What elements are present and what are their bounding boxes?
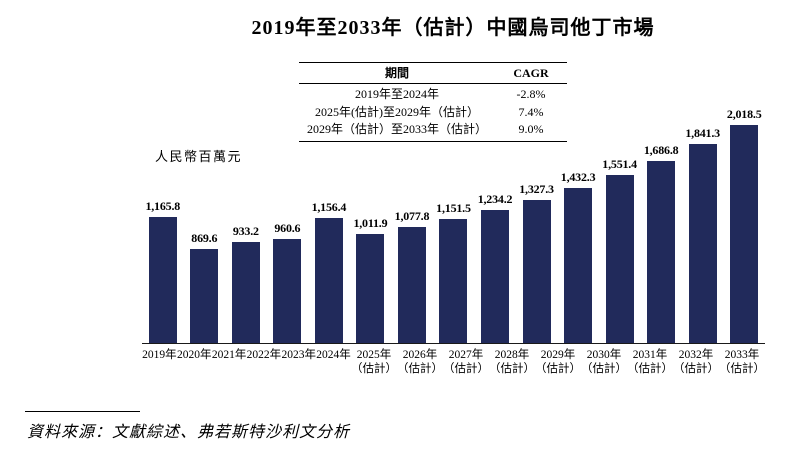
cagr-table: 期間 CAGR 2019年至2024年 -2.8% 2025年(估計)至2029… — [299, 62, 567, 142]
bar-value-label: 1,011.9 — [353, 215, 388, 230]
bar-slot: 1,841.3 — [682, 98, 724, 343]
bar-value-label: 2,018.5 — [726, 107, 762, 121]
bar — [564, 188, 593, 343]
bar-slot: 1,151.5 — [433, 98, 475, 343]
bar-value-label: 1,077.8 — [394, 208, 430, 223]
x-axis-label: 2030年 （估計） — [580, 349, 627, 375]
period-cell: 2025年(估計)至2029年（估計） — [315, 104, 479, 119]
x-axis-label: 2022年 — [246, 349, 282, 361]
bar — [730, 125, 759, 343]
bar-slot: 1,156.4 — [308, 98, 350, 343]
x-axis-label: 2029年 （估計） — [534, 349, 581, 375]
table-row: 2019年至2024年 -2.8% — [299, 84, 567, 103]
x-axis-label: 2024年 — [316, 349, 351, 361]
bar-value-label: 1,686.8 — [643, 142, 679, 157]
bar-value-label: 1,165.8 — [145, 199, 181, 214]
bar-value-label: 1,432.3 — [560, 170, 596, 185]
bar — [190, 249, 219, 343]
bar-slot: 2,018.5 — [723, 98, 765, 343]
bar-slot: 869.6 — [184, 98, 226, 343]
bar-slot: 1,686.8 — [640, 98, 682, 343]
x-axis-label: 2023年 — [281, 349, 316, 361]
cagr-table-header-row: 期間 CAGR — [299, 62, 567, 85]
period-cell: 2019年至2024年 — [354, 87, 439, 102]
cagr-table-header-period: 期間 — [299, 62, 495, 85]
chart-title: 2019年至2033年（估計）中國烏司他丁市場 — [251, 17, 655, 39]
bar-value-label: 869.6 — [191, 231, 218, 246]
bar-value-label: 933.2 — [232, 224, 259, 239]
x-axis-label: 2028年 （估計） — [488, 349, 535, 375]
x-axis-label: 2032年 （估計） — [672, 349, 719, 375]
bar — [522, 199, 551, 343]
x-axis-label: 2033年 （估計） — [718, 349, 765, 375]
bar — [439, 218, 468, 343]
x-axis-label: 2026年 （估計） — [396, 349, 443, 375]
bar-slot: 1,077.8 — [391, 98, 433, 343]
x-axis-labels: 2019年 2020年 2021年 2022年 2023年 2024年 2025年 （估計） 2… — [142, 349, 765, 376]
bar-value-label: 1,327.3 — [519, 181, 554, 196]
x-axis-label: 2027年 （估計） — [442, 349, 489, 375]
cagr-table-header-cagr: CAGR — [495, 62, 567, 85]
x-axis-label: 2021年 — [211, 349, 247, 361]
x-axis-label: 2031年 （估計） — [626, 349, 673, 375]
bar-value-label: 1,841.3 — [685, 126, 720, 141]
cagr-cell: 7.4% — [518, 104, 544, 119]
bar-slot: 1,165.8 — [142, 98, 184, 343]
bar-slot: 1,234.2 — [474, 98, 516, 343]
x-axis-label: 2019年 — [142, 349, 177, 361]
plot-area: 1,165.8 869.6 933.2 960.6 1,156.4 1,011.9 1,07… — [142, 98, 765, 344]
bar — [647, 160, 676, 343]
bar — [605, 175, 634, 343]
bar — [688, 144, 717, 343]
y-axis-unit-label: 人民幣百萬元 — [155, 149, 243, 164]
bar-value-label: 1,234.2 — [477, 191, 513, 206]
bar-value-label: 1,551.4 — [602, 157, 637, 172]
bar-slot: 1,432.3 — [557, 98, 599, 343]
bar — [231, 242, 260, 343]
bar — [148, 217, 177, 343]
bar — [314, 218, 343, 343]
source-divider — [25, 411, 140, 412]
cagr-cell: -2.8% — [516, 87, 546, 102]
x-axis-label: 2020年 — [176, 349, 212, 361]
bar-slot: 1,551.4 — [599, 98, 641, 343]
bar-value-label: 1,156.4 — [311, 200, 347, 215]
bar-slot: 1,327.3 — [516, 98, 558, 343]
bar-value-label: 1,151.5 — [436, 200, 471, 215]
table-row: 2029年（估計）至2033年（估計） 9.0% — [299, 121, 567, 141]
bar-slot: 960.6 — [267, 98, 309, 343]
bar — [481, 209, 510, 343]
bar — [397, 226, 426, 343]
bar — [273, 239, 302, 343]
period-cell: 2029年（估計）至2033年（估計） — [306, 122, 487, 137]
x-axis-label: 2025年 （估計） — [350, 349, 397, 375]
bar-slot: 933.2 — [225, 98, 267, 343]
bar-slot: 1,011.9 — [350, 98, 392, 343]
bar-value-label: 960.6 — [274, 221, 301, 236]
table-row: 2025年(估計)至2029年（估計） 7.4% — [299, 103, 567, 120]
bar — [356, 233, 385, 343]
cagr-cell: 9.0% — [518, 122, 544, 137]
source-note: 資料來源：文獻綜述、弗若斯特沙利文分析 — [27, 424, 351, 441]
